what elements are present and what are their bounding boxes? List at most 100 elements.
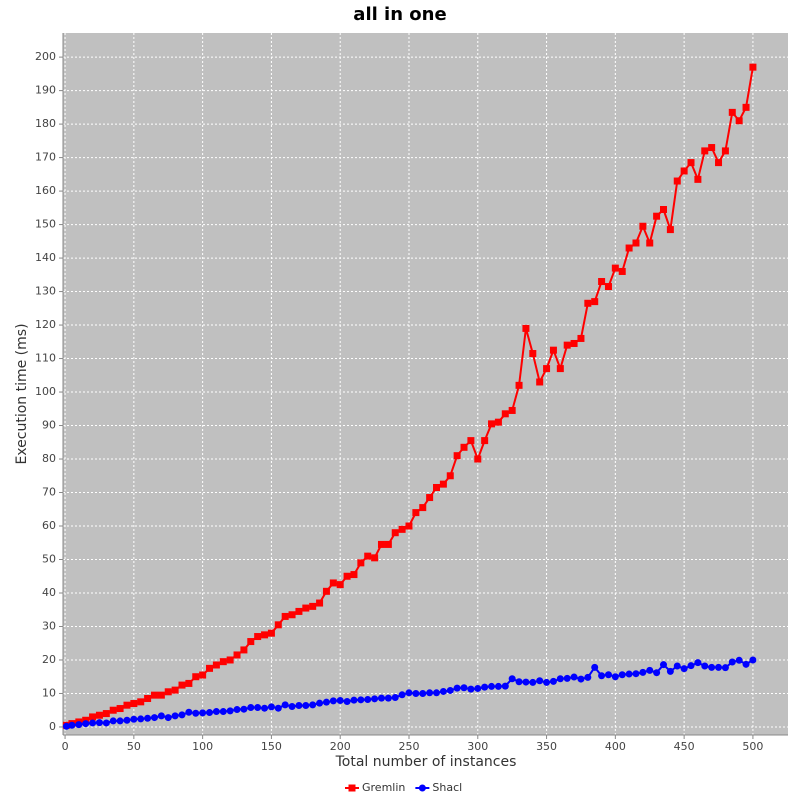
data-point	[295, 702, 303, 710]
data-point	[453, 684, 461, 692]
data-point	[646, 239, 654, 247]
data-point	[150, 714, 158, 722]
y-tick-label: 100	[35, 385, 56, 398]
data-point	[721, 147, 729, 155]
data-point	[302, 702, 310, 710]
data-point	[309, 602, 317, 610]
data-point	[405, 522, 413, 530]
data-point	[522, 324, 530, 332]
data-point	[419, 689, 427, 697]
data-point	[563, 341, 571, 349]
y-tick-label: 120	[35, 318, 56, 331]
data-point	[728, 658, 736, 666]
data-point	[192, 673, 200, 681]
data-point	[288, 703, 296, 711]
data-point	[439, 480, 447, 488]
x-tick-label: 500	[742, 740, 763, 753]
y-tick-label: 10	[42, 686, 56, 699]
data-point	[316, 599, 324, 607]
data-point	[75, 721, 83, 729]
data-point	[611, 673, 619, 681]
data-point	[543, 678, 551, 686]
data-point	[343, 698, 351, 706]
x-tick-label: 400	[605, 740, 626, 753]
data-point	[701, 662, 709, 670]
data-point	[446, 686, 454, 694]
data-point	[267, 703, 275, 711]
data-point	[226, 707, 234, 715]
data-point	[666, 667, 674, 675]
data-point	[212, 661, 220, 669]
data-point	[708, 144, 716, 152]
data-point	[364, 552, 372, 560]
plot-area	[63, 33, 788, 735]
data-point	[377, 540, 385, 548]
data-point	[240, 705, 248, 713]
legend-label: Gremlin	[362, 781, 405, 794]
data-point	[543, 365, 551, 373]
y-tick-label: 60	[42, 519, 56, 532]
data-point	[570, 339, 578, 347]
data-point	[336, 697, 344, 705]
x-tick-label: 100	[192, 740, 213, 753]
y-tick-label: 130	[35, 285, 56, 298]
data-point	[164, 714, 172, 722]
data-point	[453, 452, 461, 460]
data-point	[481, 437, 489, 445]
data-point	[288, 611, 296, 619]
data-point	[261, 631, 269, 639]
data-point	[371, 695, 379, 703]
data-point	[109, 717, 117, 725]
data-point	[322, 587, 330, 595]
data-point	[515, 678, 523, 686]
data-point	[212, 708, 220, 716]
data-point	[501, 410, 509, 418]
data-point	[144, 694, 152, 702]
data-point	[591, 663, 599, 671]
data-point	[164, 688, 172, 696]
data-point	[715, 159, 723, 167]
data-point	[192, 709, 200, 717]
data-point	[728, 108, 736, 116]
data-point	[494, 418, 502, 426]
data-point	[598, 672, 606, 680]
data-point	[501, 682, 509, 690]
data-point	[137, 715, 145, 723]
data-point	[584, 673, 592, 681]
data-point	[467, 437, 475, 445]
data-point	[309, 701, 317, 709]
data-point	[577, 675, 585, 683]
y-tick-label: 20	[42, 653, 56, 666]
x-tick-label: 50	[127, 740, 141, 753]
data-point	[116, 717, 124, 725]
data-point	[659, 206, 667, 214]
data-point	[412, 509, 420, 517]
data-point	[481, 683, 489, 691]
data-point	[632, 670, 640, 678]
data-point	[254, 704, 262, 712]
data-point	[446, 472, 454, 480]
data-point	[171, 712, 179, 720]
data-point	[384, 694, 392, 702]
data-point	[701, 147, 709, 155]
data-point	[130, 700, 138, 708]
data-point	[412, 689, 420, 697]
data-point	[749, 656, 757, 664]
data-point	[584, 299, 592, 307]
data-point	[219, 658, 227, 666]
data-point	[357, 559, 365, 567]
data-point	[742, 660, 750, 668]
data-point	[199, 671, 207, 679]
y-tick-label: 110	[35, 352, 56, 365]
data-point	[494, 682, 502, 690]
data-point	[433, 483, 441, 491]
y-tick-label: 190	[35, 84, 56, 97]
data-point	[254, 633, 262, 641]
data-point	[102, 719, 110, 727]
data-point	[302, 604, 310, 612]
data-point	[604, 671, 612, 679]
data-point	[556, 365, 564, 373]
x-tick-label: 250	[398, 740, 419, 753]
data-point	[570, 673, 578, 681]
data-point	[556, 675, 564, 683]
